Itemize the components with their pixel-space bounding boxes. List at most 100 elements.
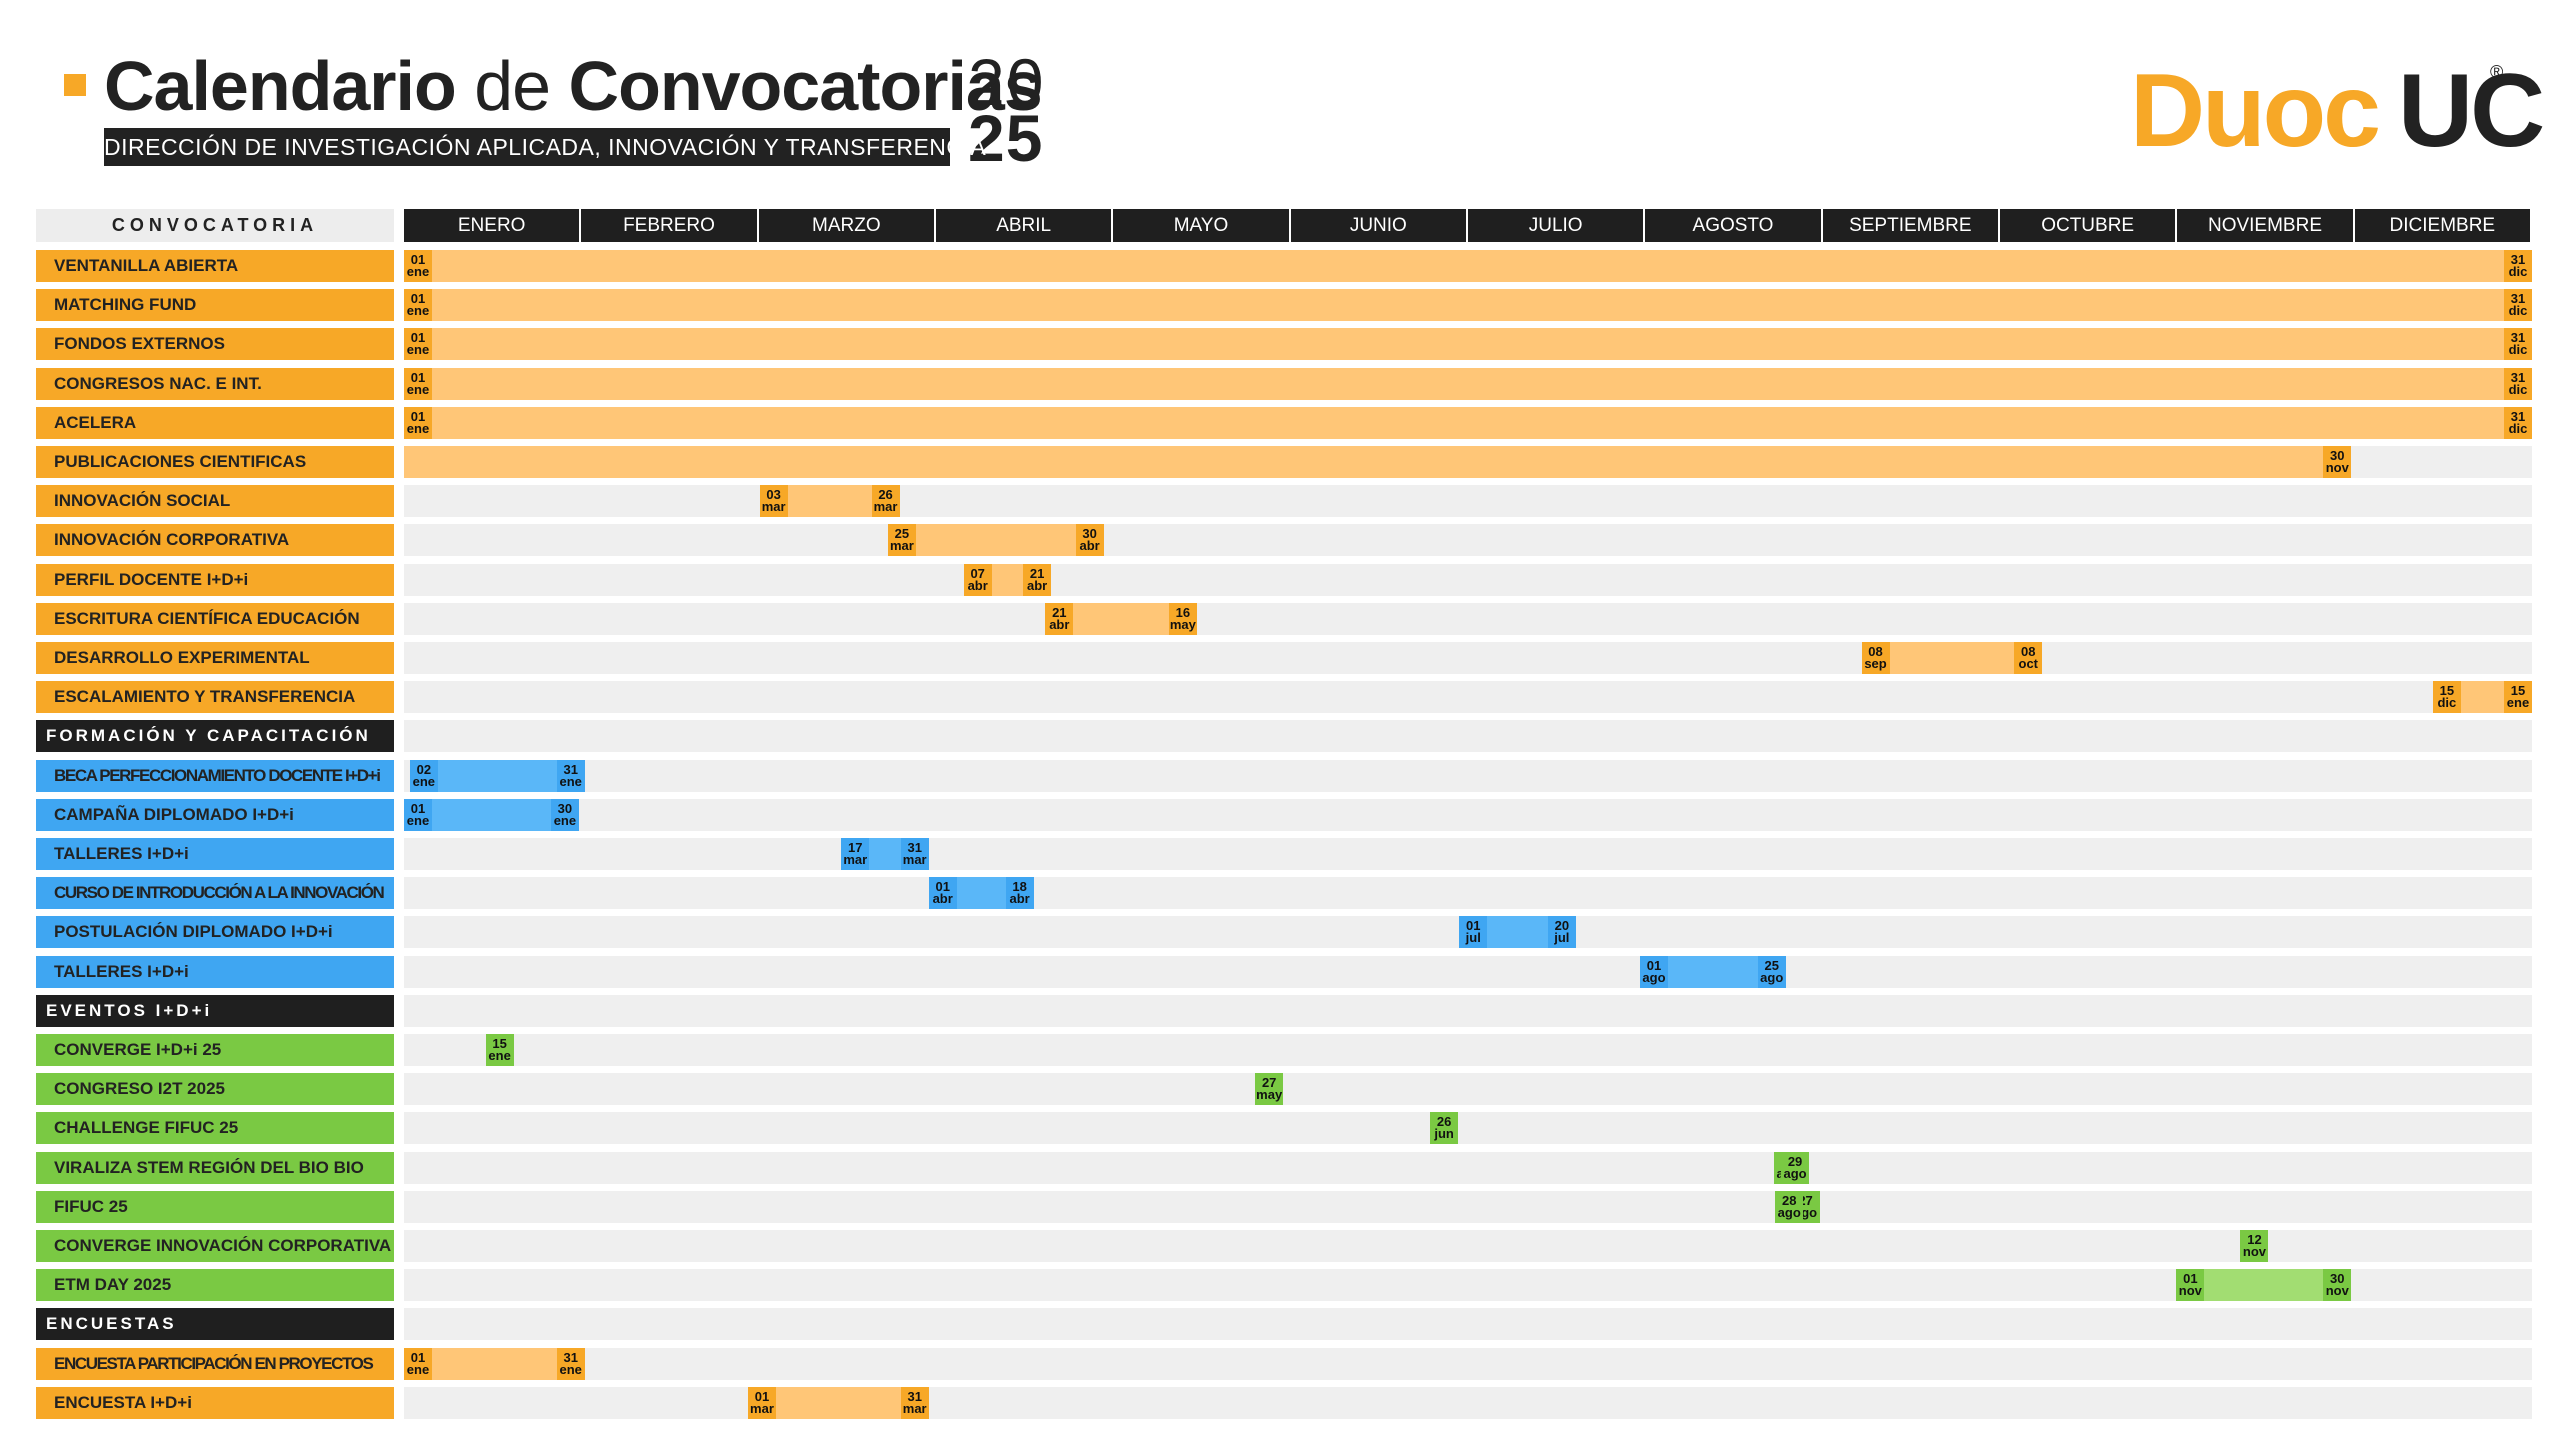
- date-marker-month: ene: [2506, 695, 2530, 711]
- date-marker-month: ene: [406, 342, 430, 358]
- date-marker-month: mar: [843, 852, 868, 867]
- date-marker: 31 dic: [2504, 289, 2532, 322]
- month-header-febrero: FEBRERO: [581, 209, 757, 242]
- date-marker: 26 jun: [1430, 1112, 1459, 1145]
- date-marker-day: 31: [2510, 369, 2526, 385]
- date-marker-month: ene: [406, 381, 430, 397]
- timeline-track: [404, 602, 2532, 635]
- date-marker-month: ene: [559, 1361, 582, 1377]
- date-marker-month: dic: [2508, 420, 2528, 436]
- date-marker-month: dic: [2508, 342, 2528, 358]
- date-marker-month: ene: [406, 420, 430, 436]
- title-accent-square: [64, 74, 86, 96]
- row-label: DESARROLLO EXPERIMENTAL: [36, 642, 394, 674]
- title-word-convocatorias: Convocatorias: [568, 47, 1043, 125]
- date-marker-day: 03: [766, 487, 781, 503]
- date-marker-day: 01: [1646, 957, 1662, 973]
- row-label: FONDOS EXTERNOS: [36, 328, 394, 361]
- row-label: ESCALAMIENTO Y TRANSFERENCIA: [36, 681, 394, 714]
- timeline-track: [404, 563, 2532, 596]
- date-marker-month: mar: [873, 499, 898, 515]
- date-marker-day: 12: [2247, 1232, 2262, 1247]
- date-marker-month: ene: [412, 773, 436, 789]
- date-marker-day: 15: [492, 1036, 507, 1051]
- date-range-bar: [747, 1386, 929, 1419]
- date-marker-month: nov: [2325, 1283, 2349, 1299]
- month-header-abril: ABRIL: [936, 209, 1112, 242]
- date-marker-month: nov: [2242, 1244, 2267, 1259]
- title-word-de: de: [474, 47, 551, 125]
- date-marker: 08 sep: [1861, 642, 1890, 674]
- date-marker-day: 01: [410, 369, 426, 385]
- page-title: Calendario de Convocatorias: [104, 44, 1043, 128]
- date-marker-month: ene: [488, 1048, 511, 1063]
- date-marker: 28 ago: [1775, 1190, 1804, 1223]
- year-top: 20: [968, 45, 1046, 119]
- date-marker: 16 may: [1168, 602, 1197, 635]
- page-subtitle: DIRECCIÓN DE INVESTIGACIÓN APLICADA, INN…: [104, 128, 986, 166]
- date-marker: 01 ene: [404, 367, 432, 400]
- date-marker-month: abr: [1027, 577, 1048, 593]
- date-marker-day: 01: [2183, 1271, 2198, 1287]
- date-marker-month: ago: [1760, 969, 1784, 985]
- row-label: POSTULACIÓN DIPLOMADO I+D+i: [36, 916, 394, 949]
- title-word-calendario: Calendario: [104, 47, 457, 125]
- date-marker-day: 21: [1029, 565, 1045, 581]
- date-marker-month: nov: [2178, 1283, 2202, 1299]
- row-label: CHALLENGE FIFUC 25: [36, 1112, 394, 1145]
- date-marker-month: abr: [1009, 891, 1030, 907]
- month-header-marzo: MARZO: [758, 209, 934, 242]
- row-label: ACELERA: [36, 406, 394, 439]
- date-marker-day: 30: [2330, 448, 2345, 463]
- date-marker-day: 30: [1082, 526, 1097, 542]
- logo-duoc: Duoc: [2130, 53, 2381, 169]
- date-marker-month: abr: [932, 891, 953, 907]
- date-marker: 30 nov: [2323, 446, 2352, 478]
- date-marker-month: may: [1256, 1087, 1283, 1103]
- date-marker-day: 02: [416, 761, 432, 777]
- date-marker: 30 ene: [550, 798, 579, 831]
- convocatoria-column-header: CONVOCATORIA: [36, 209, 394, 242]
- date-marker-day: 08: [1868, 644, 1883, 659]
- date-marker-day: 27: [1261, 1075, 1277, 1091]
- date-marker-day: 08: [2021, 644, 2036, 659]
- date-marker: 08 oct: [2014, 642, 2043, 674]
- date-marker-day: 16: [1175, 604, 1191, 620]
- date-marker-month: ene: [553, 812, 577, 828]
- date-marker: 01 ene: [404, 250, 432, 282]
- month-header-enero: ENERO: [404, 209, 580, 242]
- date-marker: 02 ene: [409, 759, 438, 792]
- date-marker: 25 ago: [1757, 955, 1786, 988]
- timeline-track: [404, 759, 2532, 792]
- date-marker-day: 26: [1436, 1114, 1452, 1130]
- date-marker-day: 21: [1052, 604, 1067, 620]
- date-marker: 07 abr: [963, 563, 992, 596]
- date-marker-month: abr: [1049, 616, 1070, 632]
- date-marker-month: ene: [406, 1361, 430, 1377]
- date-marker-day: 01: [410, 252, 426, 267]
- timeline-track: [404, 1112, 2532, 1145]
- date-marker-month: abr: [967, 577, 988, 593]
- date-marker-month: mar: [750, 1400, 774, 1416]
- date-marker-month: mar: [902, 1400, 927, 1416]
- row-label: CONVERGE I+D+i 25: [36, 1034, 394, 1066]
- row-label: FIFUC 25: [36, 1190, 394, 1223]
- row-label: ENCUESTA PARTICIPACIÓN EN PROYECTOS: [36, 1347, 394, 1380]
- date-range-bar: [404, 250, 2532, 282]
- date-marker: 15 ene: [485, 1034, 514, 1066]
- date-marker: 31 ene: [556, 1347, 585, 1380]
- date-marker: 31 mar: [900, 1386, 929, 1419]
- month-header-septiembre: SEPTIEMBRE: [1822, 209, 1998, 242]
- date-marker-month: ago: [1777, 1204, 1801, 1220]
- row-label: PERFIL DOCENTE I+D+i: [36, 563, 394, 596]
- section-header: FORMACIÓN Y CAPACITACIÓN: [36, 720, 394, 753]
- date-marker: 26 mar: [871, 485, 900, 518]
- timeline-track: [404, 1230, 2532, 1262]
- date-marker-day: 01: [410, 330, 426, 346]
- date-marker-day: 31: [907, 1388, 922, 1404]
- date-marker: 31 ene: [556, 759, 585, 792]
- timeline-track: [404, 1034, 2532, 1066]
- date-marker-month: sep: [1864, 656, 1887, 671]
- date-marker-day: 01: [410, 1349, 426, 1365]
- row-label: ETM DAY 2025: [36, 1269, 394, 1302]
